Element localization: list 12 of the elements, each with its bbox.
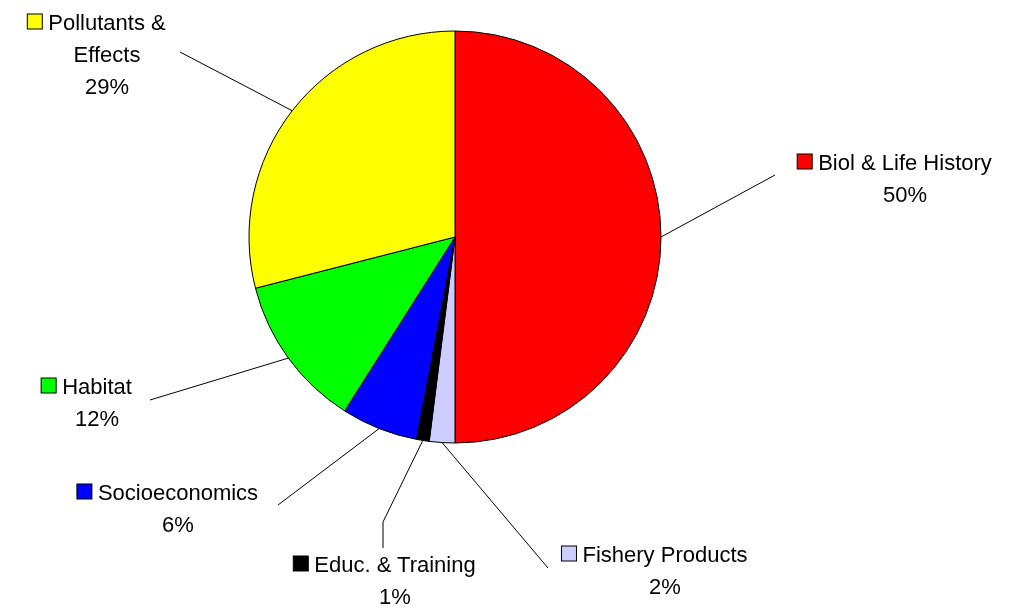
legend-label: Educ. & Training (314, 552, 476, 577)
data-label: 6% (162, 512, 194, 537)
legend-label: Fishery Products (582, 542, 748, 567)
legend-label: Pollutants & Effects (48, 10, 167, 67)
data-label: 29% (84, 74, 130, 99)
data-label: 50% (882, 182, 928, 207)
legend-label: Biol & Life History (818, 150, 992, 175)
legend-label: Socioeconomics (97, 480, 259, 505)
data-label: 1% (379, 584, 411, 608)
legend-label: Habitat (62, 374, 132, 399)
data-label: 12% (74, 406, 120, 431)
data-label: 2% (649, 574, 681, 599)
